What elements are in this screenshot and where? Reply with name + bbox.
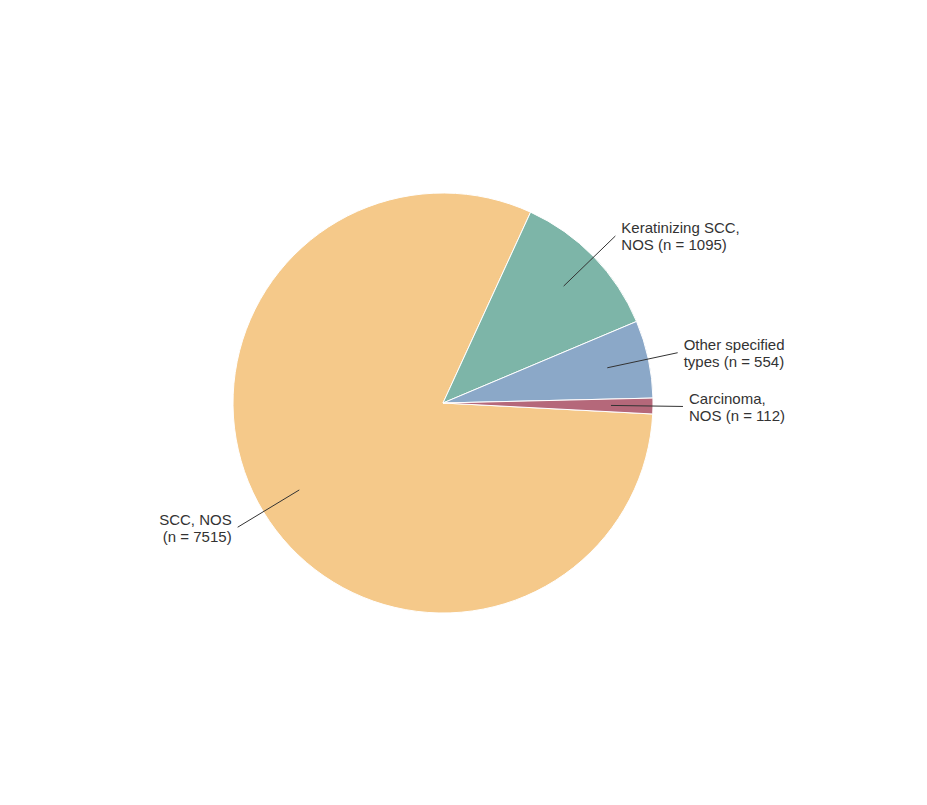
svg-text:Other specifiedtypes (n = 554): Other specifiedtypes (n = 554) xyxy=(684,336,785,370)
svg-text:Keratinizing SCC,NOS (n = 1095: Keratinizing SCC,NOS (n = 1095) xyxy=(621,219,739,253)
svg-text:SCC, NOS(n = 7515): SCC, NOS(n = 7515) xyxy=(159,510,232,544)
svg-text:Carcinoma,NOS (n = 112): Carcinoma,NOS (n = 112) xyxy=(689,389,785,423)
